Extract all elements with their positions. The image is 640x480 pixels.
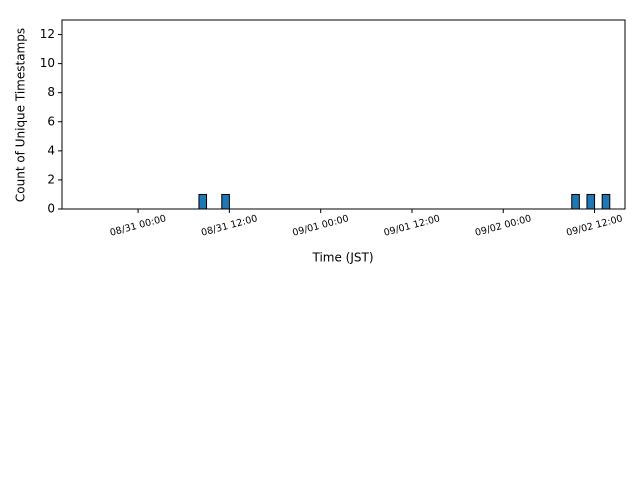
y-tick-label: 6	[47, 114, 55, 128]
x-tick-label: 08/31 00:00	[109, 213, 168, 239]
bar	[221, 193, 230, 210]
x-tick-label: 09/01 12:00	[383, 213, 442, 239]
y-tick-label: 0	[47, 202, 55, 216]
x-axis-label: Time (JST)	[311, 251, 373, 265]
y-tick-label: 4	[47, 143, 55, 157]
x-tick-label: 08/31 12:00	[200, 213, 259, 239]
bar	[571, 193, 580, 210]
y-tick-label: 12	[40, 27, 55, 41]
x-tick-label: 09/01 00:00	[291, 213, 350, 239]
y-tick-label: 10	[40, 56, 55, 70]
x-tick-label: 09/02 00:00	[474, 213, 533, 239]
y-tick-label: 8	[47, 85, 55, 99]
y-tick-label: 2	[47, 172, 55, 186]
bar	[586, 193, 596, 210]
y-axis-label: Count of Unique Timestamps	[14, 28, 28, 202]
plot-frame	[61, 19, 626, 210]
bar	[198, 193, 208, 210]
x-tick-label: 09/02 12:00	[565, 213, 624, 239]
bar	[601, 193, 611, 210]
